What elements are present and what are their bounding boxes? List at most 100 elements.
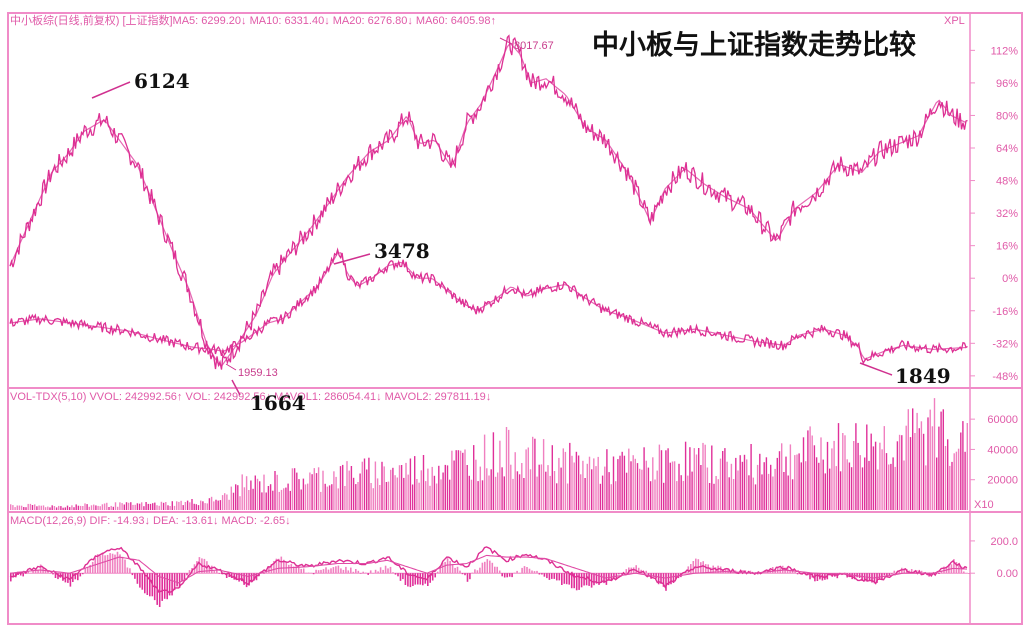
volume-bar — [909, 437, 912, 510]
volume-bar — [763, 462, 765, 510]
volume-bar — [606, 449, 608, 510]
macd-histogram-bar — [461, 573, 464, 575]
volume-bar — [669, 462, 671, 510]
volume-bar — [785, 456, 787, 510]
volume-bar — [206, 503, 208, 510]
volume-bar — [746, 459, 748, 510]
macd-histogram — [10, 551, 970, 607]
volume-bar — [99, 506, 101, 510]
macd-histogram-bar — [920, 570, 923, 574]
macd-histogram-bar — [238, 573, 240, 582]
volume-bar — [888, 464, 890, 510]
volume-bar — [69, 507, 71, 510]
volume-bar — [483, 434, 486, 510]
macd-histogram-bar — [384, 565, 387, 574]
volume-bar — [811, 435, 813, 510]
macd-histogram-bar — [665, 573, 667, 591]
volume-bar — [955, 451, 958, 510]
volume-bar — [193, 503, 195, 510]
macd-histogram-bar — [963, 571, 965, 574]
macd-dif-line — [9, 546, 968, 594]
macd-histogram-bar — [960, 566, 963, 574]
macd-histogram-bar — [501, 573, 503, 577]
macd-histogram-bar — [89, 564, 91, 574]
volume-bar — [396, 477, 398, 510]
volume-bar — [842, 433, 844, 510]
volume-bar — [846, 459, 848, 510]
macd-histogram-bar — [364, 572, 367, 574]
macd-histogram-bar — [161, 573, 163, 601]
volume-bar — [444, 464, 446, 510]
macd-histogram-bar — [503, 573, 506, 578]
macd-histogram-bar — [322, 569, 325, 574]
volume-bar — [112, 506, 114, 510]
macd-histogram-bar — [526, 567, 528, 574]
macd-histogram-bar — [605, 573, 608, 585]
macd-histogram-bar — [707, 564, 709, 574]
volume-bar — [101, 504, 104, 510]
volume-bar — [949, 465, 951, 510]
volume-bar — [60, 506, 62, 510]
macd-histogram-bar — [84, 567, 87, 574]
macd-histogram-bar — [469, 573, 471, 580]
macd-histogram-bar — [789, 570, 791, 574]
macd-histogram-bar — [332, 567, 335, 574]
macd-histogram-bar — [37, 569, 39, 574]
volume-bar — [84, 503, 86, 510]
volume-bar — [700, 465, 702, 510]
volume-bar — [154, 502, 156, 510]
macd-histogram-bar — [141, 573, 144, 590]
volume-bar — [320, 491, 322, 510]
macd-histogram-bar — [230, 573, 233, 578]
volume-bar — [580, 474, 582, 510]
macd-histogram-bar — [275, 558, 278, 574]
volume-bar — [296, 472, 298, 510]
volume-bar — [182, 505, 184, 510]
volume-bar — [767, 473, 770, 510]
volume-bar — [619, 455, 621, 510]
volume-bar — [964, 451, 966, 510]
macd-histogram-bar — [392, 572, 394, 574]
volume-bar — [962, 421, 964, 510]
volume-bar — [71, 505, 73, 510]
volume-bar — [405, 462, 407, 510]
macd-histogram-bar — [451, 564, 454, 574]
volume-bar — [772, 476, 774, 510]
macd-histogram-bar — [595, 573, 598, 584]
volume-bar — [221, 495, 224, 510]
macd-histogram-bar — [953, 559, 955, 574]
volume-bar — [230, 486, 232, 510]
annotation-end: 1849 — [859, 362, 951, 388]
volume-bar — [601, 475, 604, 510]
volume-bar — [261, 492, 263, 510]
volume-bar — [457, 450, 460, 510]
volume-bar — [38, 505, 40, 510]
volume-bar — [855, 423, 857, 510]
volume-bar — [167, 505, 169, 510]
volume-bar — [125, 502, 128, 510]
macd-histogram-bar — [374, 569, 377, 574]
macd-histogram-bar — [794, 571, 796, 574]
volume-bar — [813, 445, 816, 510]
volume-bar — [387, 481, 390, 510]
volume-bar — [420, 470, 422, 510]
price-y-tick-label: 112% — [991, 45, 1019, 57]
volume-bar — [339, 466, 342, 510]
volume-bar — [66, 505, 69, 510]
volume-bar — [145, 502, 147, 510]
volume-bar — [370, 483, 372, 510]
volume-bar — [534, 438, 536, 510]
volume-bar — [684, 441, 687, 510]
macd-histogram-bar — [670, 573, 672, 585]
volume-bar — [237, 485, 239, 510]
macd-histogram-bar — [690, 564, 692, 574]
volume-bar — [566, 483, 569, 510]
volume-bar — [929, 409, 931, 510]
index-moving-average — [9, 252, 967, 360]
volume-bar — [117, 506, 119, 510]
macd-histogram-bar — [270, 564, 273, 574]
macd-histogram-bar — [558, 573, 561, 581]
volume-bar — [695, 454, 698, 510]
macd-histogram-bar — [446, 558, 449, 574]
macd-histogram-bar — [196, 561, 198, 574]
